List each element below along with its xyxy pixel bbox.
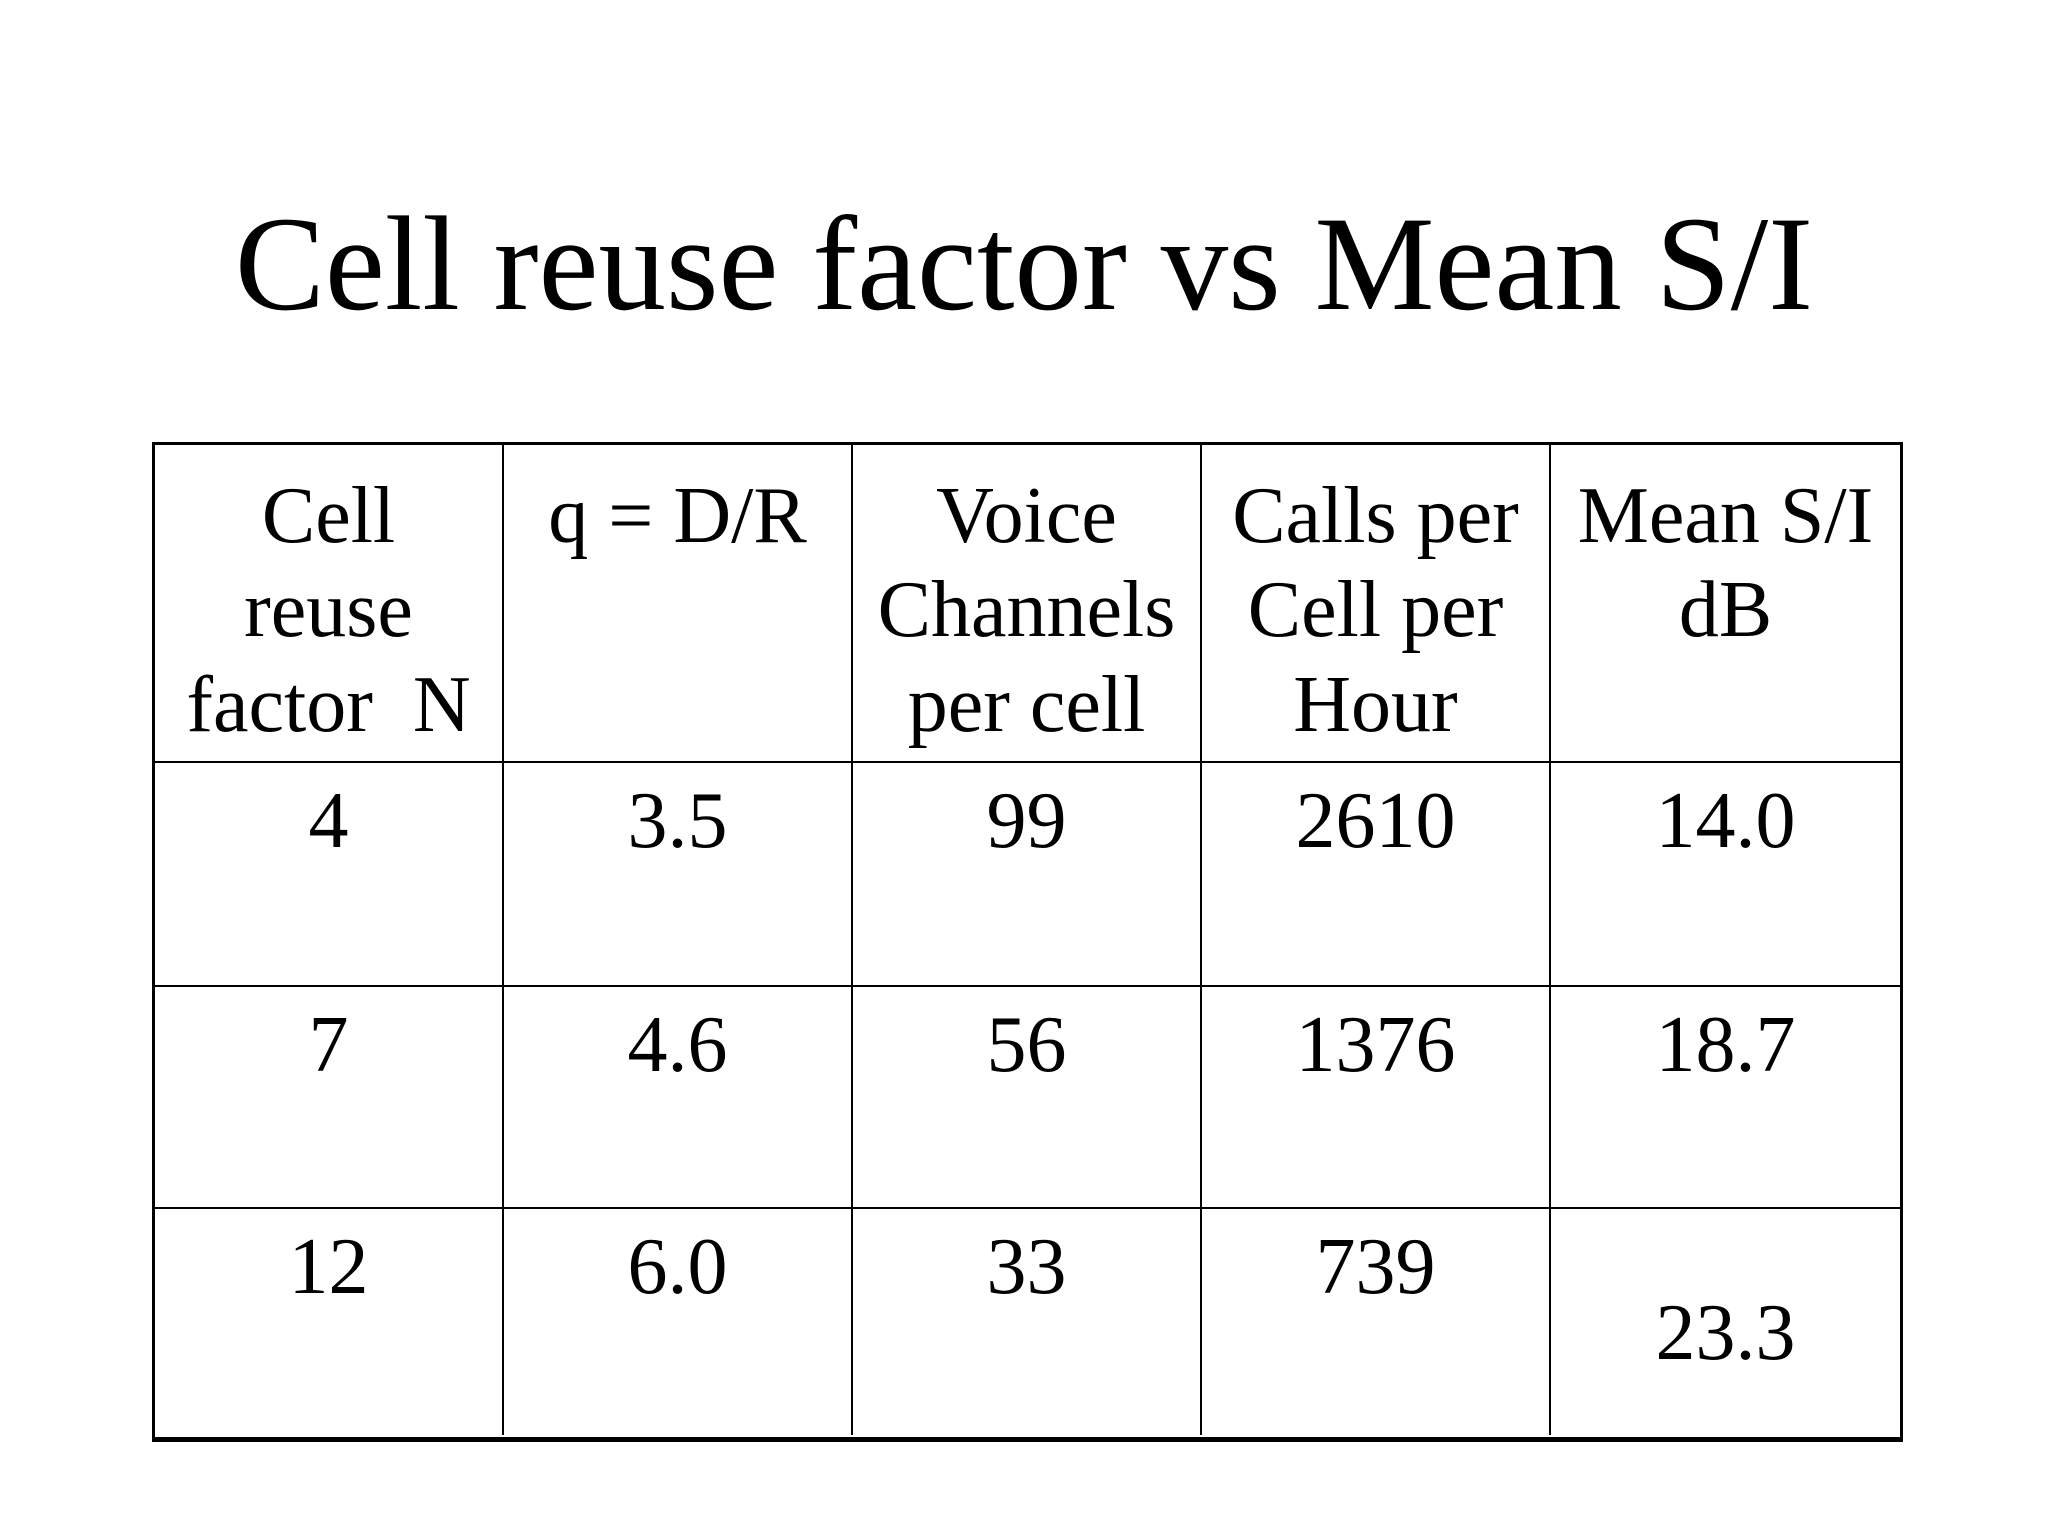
table-cell-r2-q: 4.6 [504, 987, 853, 1209]
table-cell-r3-voice-channels: 33 [853, 1209, 1202, 1435]
table-cell-r3-mean-si: 23.3 [1655, 1289, 1796, 1377]
header-cell-reuse-factor: Cell reuse factor N [155, 445, 504, 763]
table-cell-r1-calls: 2610 [1202, 763, 1551, 987]
header-q-dr: q = D/R [504, 445, 853, 763]
header-mean-si: Mean S/I dB [1551, 445, 1900, 763]
table-cell-r2-calls: 1376 [1202, 987, 1551, 1209]
table-cell-r1-voice-channels: 99 [853, 763, 1202, 987]
header-voice-channels: Voice Channels per cell [853, 445, 1202, 763]
table-cell-r2-mean-si: 18.7 [1551, 987, 1900, 1209]
table-cell-r3-reuse-factor: 12 [155, 1209, 504, 1435]
cell-reuse-table: Cell reuse factor N q = D/R Voice Channe… [152, 442, 1903, 1442]
slide-title: Cell reuse factor vs Mean S/I [234, 190, 1814, 339]
table-cell-r3-calls: 739 [1202, 1209, 1551, 1435]
table-cell-r2-reuse-factor: 7 [155, 987, 504, 1209]
table-cell-r1-reuse-factor: 4 [155, 763, 504, 987]
header-calls-per-cell: Calls per Cell per Hour [1202, 445, 1551, 763]
table-cell-r3-q: 6.0 [504, 1209, 853, 1435]
table-cell-r1-mean-si: 14.0 [1551, 763, 1900, 987]
table-cell-r1-q: 3.5 [504, 763, 853, 987]
table-cell-r2-voice-channels: 56 [853, 987, 1202, 1209]
